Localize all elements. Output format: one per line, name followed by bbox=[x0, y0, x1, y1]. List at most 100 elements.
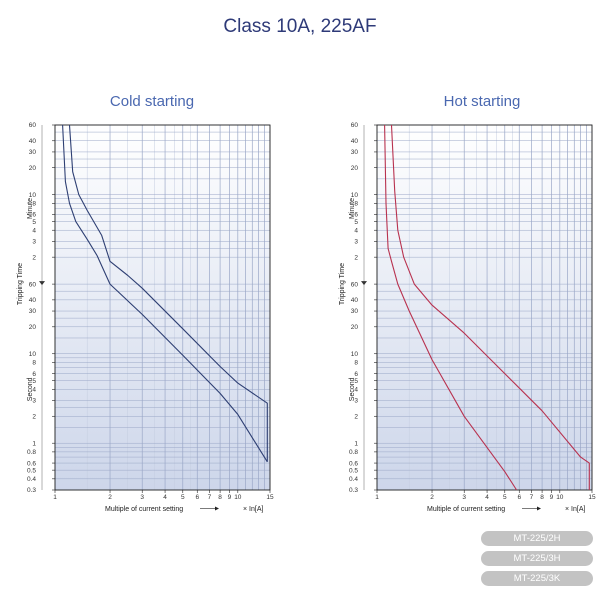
cold-y-tick-second: 60 bbox=[29, 281, 37, 288]
hot-y-tick-minute: 4 bbox=[354, 227, 358, 234]
hot-y-tick-minute: 5 bbox=[354, 219, 358, 226]
cold-x-tick: 7 bbox=[208, 494, 212, 501]
hot-y-tick-second: 0.6 bbox=[349, 460, 358, 467]
cold-y-tick-minute: 4 bbox=[32, 227, 36, 234]
hot-y-tick-second: 4 bbox=[354, 387, 358, 394]
hot-x-axis-label: Multiple of current setting bbox=[427, 506, 505, 513]
hot-y-tick-second: 6 bbox=[354, 371, 358, 378]
hot-y-tick-minute: 60 bbox=[351, 122, 359, 129]
hot-x-tick: 5 bbox=[503, 494, 507, 501]
hot-y-tick-minute: 8 bbox=[354, 200, 358, 207]
cold-x-unit-label: × In[A] bbox=[243, 506, 263, 513]
hot-y-tick-second: 20 bbox=[351, 324, 359, 331]
hot-y-tick-second: 0.3 bbox=[349, 487, 358, 494]
hot-x-unit-label: × In[A] bbox=[565, 506, 585, 513]
cold-y-tick-second: 0.3 bbox=[27, 487, 36, 494]
hot-y-tick-second: 0.5 bbox=[349, 467, 358, 474]
hot-x-tick: 3 bbox=[462, 494, 466, 501]
cold-x-tick: 6 bbox=[195, 494, 199, 501]
cold-unit-minute: Minute bbox=[27, 198, 34, 219]
hot-x-tick: 1 bbox=[375, 494, 379, 501]
hot-x-tick: 2 bbox=[430, 494, 434, 501]
model-badge-3k: MT-225/3K bbox=[481, 571, 593, 586]
hot-y-tick-minute: 20 bbox=[351, 165, 359, 172]
hot-plot-border bbox=[376, 124, 593, 491]
cold-starting-title: Cold starting bbox=[109, 93, 195, 110]
cold-x-tick: 4 bbox=[163, 494, 167, 501]
cold-curve-1 bbox=[68, 124, 268, 462]
hot-y-tick-minute: 10 bbox=[351, 192, 359, 199]
cold-unit-second: Second bbox=[27, 377, 34, 401]
hot-x-tick: 8 bbox=[540, 494, 544, 501]
cold-y-tick-second: 30 bbox=[29, 308, 37, 315]
cold-x-tick: 5 bbox=[181, 494, 185, 501]
hot-y-axis-label: Tripping Time bbox=[339, 263, 346, 305]
cold-y-tick-minute: 40 bbox=[29, 138, 37, 145]
hot-plot-background bbox=[377, 125, 592, 490]
cold-y-axis-label: Tripping Time bbox=[17, 263, 24, 305]
hot-y-tick-second: 0.4 bbox=[349, 476, 358, 483]
cold-y-tick-second: 8 bbox=[32, 360, 36, 367]
cold-y-tick-second: 10 bbox=[29, 351, 37, 358]
cold-x-tick: 9 bbox=[228, 494, 232, 501]
main-title: Class 10A, 225AF bbox=[223, 16, 377, 37]
cold-y-tick-second: 0.5 bbox=[27, 467, 36, 474]
hot-y-tick-minute: 2 bbox=[354, 254, 358, 261]
cold-y-tick-minute: 20 bbox=[29, 165, 37, 172]
model-badge-3h: MT-225/3H bbox=[481, 551, 593, 566]
cold-y-tick-second: 1 bbox=[32, 440, 36, 447]
cold-y-tick-second: 5 bbox=[32, 378, 36, 385]
cold-y-tick-second: 6 bbox=[32, 371, 36, 378]
cold-y-tick-minute: 6 bbox=[32, 212, 36, 219]
cold-y-tick-minute: 60 bbox=[29, 122, 37, 129]
cold-y-tick-minute: 10 bbox=[29, 192, 37, 199]
cold-curve-0 bbox=[62, 124, 268, 463]
cold-y-tick-second: 40 bbox=[29, 297, 37, 304]
cold-x-tick: 15 bbox=[266, 494, 274, 501]
hot-y-tick-minute: 6 bbox=[354, 212, 358, 219]
hot-x-tick: 6 bbox=[517, 494, 521, 501]
hot-y-tick-second: 8 bbox=[354, 360, 358, 367]
hot-y-tick-second: 2 bbox=[354, 413, 358, 420]
cold-plot-background bbox=[55, 125, 270, 490]
cold-y-tick-minute: 30 bbox=[29, 149, 37, 156]
cold-y-tick-second: 4 bbox=[32, 387, 36, 394]
cold-x-axis-arrow-head bbox=[215, 506, 219, 511]
cold-y-tick-second: 0.8 bbox=[27, 449, 36, 456]
cold-x-tick: 1 bbox=[53, 494, 57, 501]
cold-y-tick-second: 3 bbox=[32, 398, 36, 405]
hot-y-tick-second: 0.8 bbox=[349, 449, 358, 456]
hot-y-tick-second: 5 bbox=[354, 378, 358, 385]
hot-x-tick: 4 bbox=[485, 494, 489, 501]
hot-y-tick-second: 60 bbox=[351, 281, 359, 288]
cold-x-axis-label: Multiple of current setting bbox=[105, 506, 183, 513]
cold-y-tick-second: 0.6 bbox=[27, 460, 36, 467]
cold-y-tick-second: 20 bbox=[29, 324, 37, 331]
hot-x-tick: 10 bbox=[556, 494, 564, 501]
hot-unit-second: Second bbox=[349, 377, 356, 401]
hot-y-tick-minute: 40 bbox=[351, 138, 359, 145]
cold-x-tick: 2 bbox=[108, 494, 112, 501]
cold-plot-border bbox=[54, 124, 271, 491]
cold-y-tick-second: 2 bbox=[32, 413, 36, 420]
hot-x-tick: 9 bbox=[550, 494, 554, 501]
hot-y-tick-minute: 30 bbox=[351, 149, 359, 156]
hot-x-tick: 7 bbox=[530, 494, 534, 501]
hot-y-tick-second: 40 bbox=[351, 297, 359, 304]
cold-y-separator-arrow bbox=[39, 281, 45, 286]
hot-unit-minute: Minute bbox=[349, 198, 356, 219]
hot-y-separator-arrow bbox=[361, 281, 367, 286]
hot-curve-1 bbox=[390, 124, 590, 490]
hot-curve-0 bbox=[384, 124, 518, 491]
cold-x-tick: 8 bbox=[218, 494, 222, 501]
hot-x-axis-arrow-head bbox=[537, 506, 541, 511]
hot-starting-title: Hot starting bbox=[443, 93, 521, 110]
hot-y-tick-second: 3 bbox=[354, 398, 358, 405]
cold-x-tick: 3 bbox=[140, 494, 144, 501]
cold-y-tick-minute: 8 bbox=[32, 200, 36, 207]
cold-y-tick-minute: 2 bbox=[32, 254, 36, 261]
hot-y-tick-minute: 3 bbox=[354, 239, 358, 246]
hot-y-tick-second: 1 bbox=[354, 440, 358, 447]
cold-x-tick: 10 bbox=[234, 494, 242, 501]
